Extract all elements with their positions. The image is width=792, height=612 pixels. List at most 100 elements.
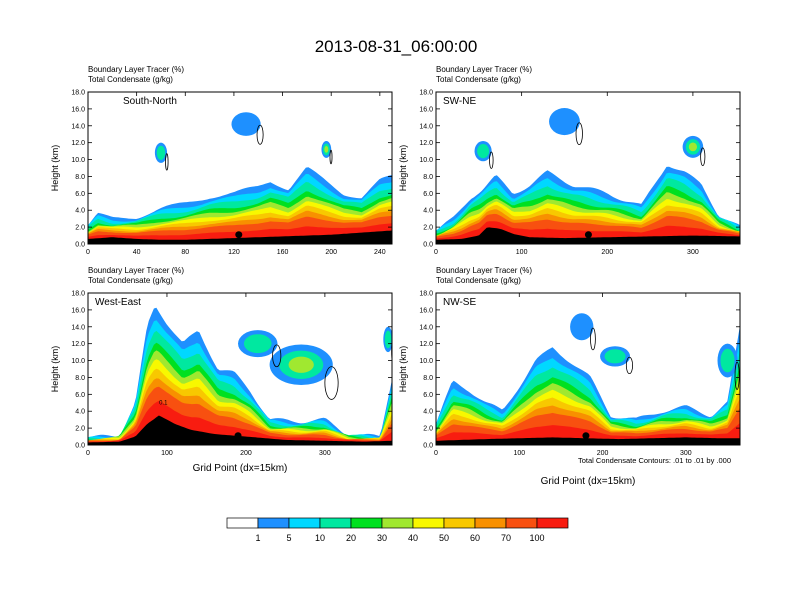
y-tick-label: 0.0 <box>423 242 433 249</box>
y-tick-label: 8.0 <box>75 375 85 382</box>
location-marker <box>235 231 243 239</box>
condensate-contour <box>165 153 169 171</box>
x-tick-label: 120 <box>228 249 240 256</box>
subtitle-condensate: Total Condensate (g/kg) <box>88 276 173 285</box>
colorbar-label: 50 <box>439 533 449 543</box>
condensate-contour <box>625 356 634 375</box>
plume-blob <box>688 142 698 152</box>
location-marker <box>584 231 592 239</box>
terrain <box>436 227 740 244</box>
panel-west-east: 0.1 West-East Boundary Layer Tracer (%)Tot… <box>50 266 393 474</box>
y-tick-label: 16.0 <box>419 106 433 113</box>
colorbar-label: 100 <box>529 533 544 543</box>
condensate-contour <box>272 344 282 368</box>
location-marker <box>582 432 590 440</box>
panel-label: West-East <box>95 297 141 308</box>
y-tick-label: 10.0 <box>419 358 433 365</box>
x-tick-label: 200 <box>325 249 337 256</box>
colorbar-swatch <box>350 517 383 529</box>
colorbar-swatch <box>412 517 445 529</box>
condensate-contour <box>324 366 339 400</box>
plume-blob <box>477 144 490 159</box>
plume-blob <box>324 146 329 153</box>
x-tick-label: 0 <box>434 249 438 256</box>
subtitle-tracer: Boundary Layer Tracer (%) <box>88 266 184 275</box>
y-tick-label: 2.0 <box>75 225 85 232</box>
plot-frame <box>87 292 393 446</box>
y-axis-label: Height (km) <box>50 346 60 393</box>
colorbar-label: 60 <box>470 533 480 543</box>
x-tick-label: 240 <box>374 249 386 256</box>
y-tick-label: 18.0 <box>419 90 433 97</box>
y-tick-label: 16.0 <box>71 106 85 113</box>
y-tick-label: 0.0 <box>423 443 433 450</box>
y-tick-label: 0.0 <box>75 443 85 450</box>
y-tick-label: 2.0 <box>75 426 85 433</box>
subtitle-tracer: Boundary Layer Tracer (%) <box>436 266 532 275</box>
panel-label: NW-SE <box>443 297 476 308</box>
panel-label: SW-NE <box>443 96 476 107</box>
plot-area <box>436 92 740 244</box>
plot-area: 0.1 <box>88 293 392 445</box>
colorbar-label: 10 <box>315 533 325 543</box>
plume-blob <box>156 145 166 160</box>
y-axis-label: Height (km) <box>398 346 408 393</box>
y-tick-label: 12.0 <box>419 140 433 147</box>
y-tick-label: 16.0 <box>71 307 85 314</box>
colorbar-label: 40 <box>408 533 418 543</box>
colorbar-swatch <box>474 517 507 529</box>
colorbar-swatch <box>288 517 321 529</box>
x-tick-label: 0 <box>86 450 90 457</box>
colorbar-label: 20 <box>346 533 356 543</box>
condensate-contour <box>590 327 596 351</box>
plot-frame <box>87 91 393 245</box>
x-tick-label: 300 <box>319 450 331 457</box>
y-tick-label: 18.0 <box>419 291 433 298</box>
y-axis-label: Height (km) <box>50 145 60 192</box>
condensate-contour <box>575 122 583 146</box>
x-tick-label: 0 <box>434 450 438 457</box>
x-tick-label: 200 <box>597 450 609 457</box>
y-tick-label: 2.0 <box>423 225 433 232</box>
colorbar-swatch <box>319 517 352 529</box>
y-tick-label: 4.0 <box>75 208 85 215</box>
subtitle-condensate: Total Condensate (g/kg) <box>88 75 173 84</box>
subtitle-condensate: Total Condensate (g/kg) <box>436 276 521 285</box>
x-tick-label: 300 <box>687 249 699 256</box>
colorbar-label: 5 <box>286 533 291 543</box>
plume-blob <box>384 330 392 349</box>
colorbar-label: 70 <box>501 533 511 543</box>
colorbar-label: 30 <box>377 533 387 543</box>
colorbar-swatch <box>536 517 569 529</box>
y-tick-label: 2.0 <box>423 426 433 433</box>
subtitle-tracer: Boundary Layer Tracer (%) <box>436 65 532 74</box>
y-tick-label: 6.0 <box>75 191 85 198</box>
y-tick-label: 14.0 <box>71 324 85 331</box>
x-tick-label: 80 <box>181 249 189 256</box>
y-tick-label: 8.0 <box>423 174 433 181</box>
colorbar-swatch <box>226 517 259 529</box>
y-tick-label: 0.0 <box>75 242 85 249</box>
y-tick-label: 8.0 <box>75 174 85 181</box>
colorbar-swatch <box>381 517 414 529</box>
terrain <box>88 415 392 445</box>
y-tick-label: 10.0 <box>71 157 85 164</box>
y-axis-label: Height (km) <box>398 145 408 192</box>
y-tick-label: 6.0 <box>423 191 433 198</box>
x-tick-label: 200 <box>601 249 613 256</box>
plume-blob <box>604 349 626 364</box>
condensate-contour <box>489 151 494 169</box>
colorbar-swatch <box>443 517 476 529</box>
x-tick-label: 100 <box>513 450 525 457</box>
condensate-contour <box>256 124 264 145</box>
x-tick-label: 40 <box>133 249 141 256</box>
terrain <box>436 437 740 445</box>
y-tick-label: 16.0 <box>419 307 433 314</box>
plume-blob <box>231 112 261 136</box>
contour-label: 0.1 <box>159 400 168 406</box>
y-tick-label: 14.0 <box>419 324 433 331</box>
footnote: Total Condensate Contours: .01 to .01 by… <box>578 456 731 465</box>
x-tick-label: 200 <box>240 450 252 457</box>
